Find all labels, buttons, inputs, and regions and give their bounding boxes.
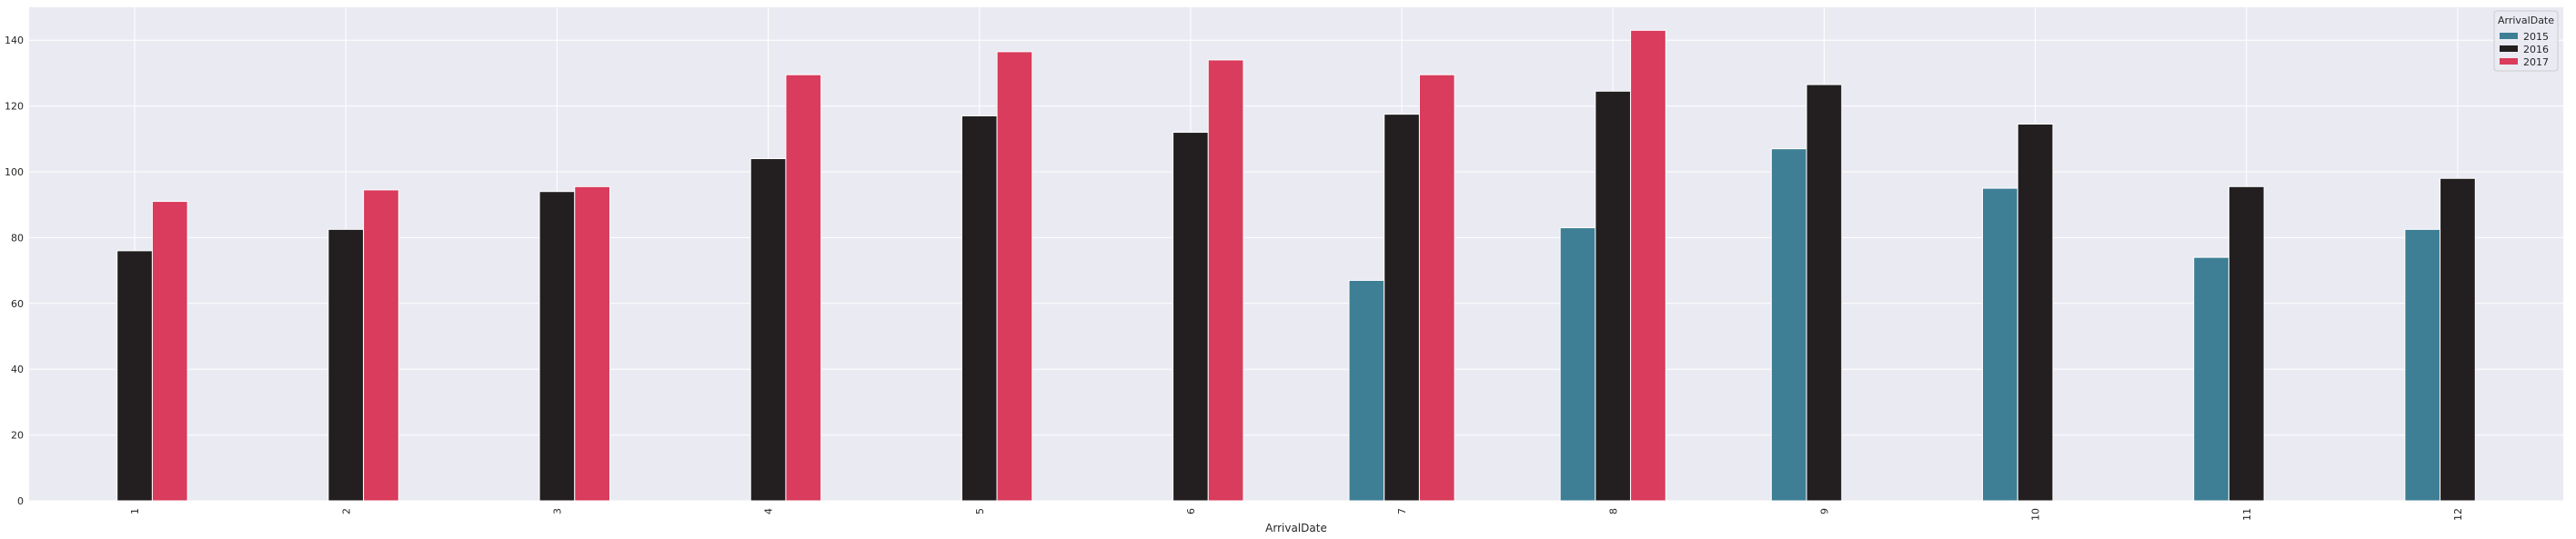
y-tick-label: 60: [11, 298, 24, 310]
bar-2017-5: [996, 51, 1033, 502]
bar-2017-1: [151, 201, 188, 502]
y-tick-label: 20: [11, 430, 24, 442]
legend-entry-2016: 2016: [2523, 44, 2549, 55]
x-tick-label: 5: [974, 508, 986, 514]
x-tick-label: 3: [551, 508, 563, 514]
x-tick-label: 12: [2452, 508, 2464, 521]
x-axis-label: ArrivalDate: [1265, 522, 1327, 534]
legend-swatch-2015: [2500, 33, 2518, 39]
bar-2016-11: [2228, 185, 2265, 502]
x-tick-label: 4: [763, 508, 775, 514]
x-tick-label: 1: [129, 508, 141, 514]
y-tick-label: 140: [5, 35, 24, 46]
bar-2015-11: [2193, 256, 2229, 502]
legend-box: [2493, 10, 2559, 72]
bar-2017-2: [363, 189, 399, 502]
legend-entry-2015: 2015: [2523, 31, 2549, 43]
bars-group: [116, 29, 2476, 502]
x-tick-label: 2: [340, 508, 352, 514]
bar-2017-6: [1207, 59, 1244, 502]
legend-entry-2017: 2017: [2523, 56, 2549, 68]
bar-2016-3: [538, 191, 576, 502]
x-axis-ticks: 1 2 3 4 5 6 7 8 9 10 11 12: [129, 508, 2464, 521]
y-axis-ticks: 0 20 40 60 80 100 120 140: [5, 35, 24, 507]
bar-2015-10: [1982, 187, 2018, 502]
bar-2016-6: [1172, 132, 1209, 502]
x-tick-label: 10: [2030, 508, 2042, 521]
x-tick-label: 8: [1607, 508, 1619, 514]
y-tick-label: 80: [11, 232, 24, 244]
bar-2016-9: [1806, 84, 1843, 502]
bar-2017-8: [1630, 29, 1666, 502]
bar-2016-12: [2440, 177, 2476, 502]
y-tick-label: 40: [11, 364, 24, 375]
bar-2016-1: [116, 250, 153, 502]
x-tick-label: 6: [1185, 508, 1197, 514]
y-tick-label: 0: [17, 495, 24, 507]
x-tick-label: 9: [1818, 508, 1830, 514]
bar-2016-8: [1595, 90, 1632, 502]
y-tick-label: 120: [5, 101, 24, 113]
bar-2015-7: [1348, 279, 1385, 502]
bar-2017-3: [574, 185, 610, 502]
bar-2017-4: [785, 74, 822, 502]
plot-area: [29, 7, 2563, 501]
bar-2016-2: [327, 228, 365, 502]
bar-2017-7: [1418, 74, 1455, 502]
bar-2016-4: [750, 158, 787, 502]
legend-swatch-2017: [2500, 58, 2518, 65]
bar-2015-9: [1770, 148, 1807, 502]
x-tick-label: 11: [2241, 508, 2253, 521]
bar-2016-10: [2017, 124, 2054, 502]
legend-title: ArrivalDate: [2498, 15, 2554, 26]
legend-swatch-2016: [2500, 45, 2518, 52]
bar-2015-12: [2404, 228, 2441, 502]
bar-2015-8: [1559, 227, 1596, 502]
x-tick-label: 7: [1396, 508, 1408, 514]
bar-2016-7: [1384, 114, 1420, 502]
bar-2016-5: [961, 115, 998, 502]
y-tick-label: 100: [5, 166, 24, 178]
